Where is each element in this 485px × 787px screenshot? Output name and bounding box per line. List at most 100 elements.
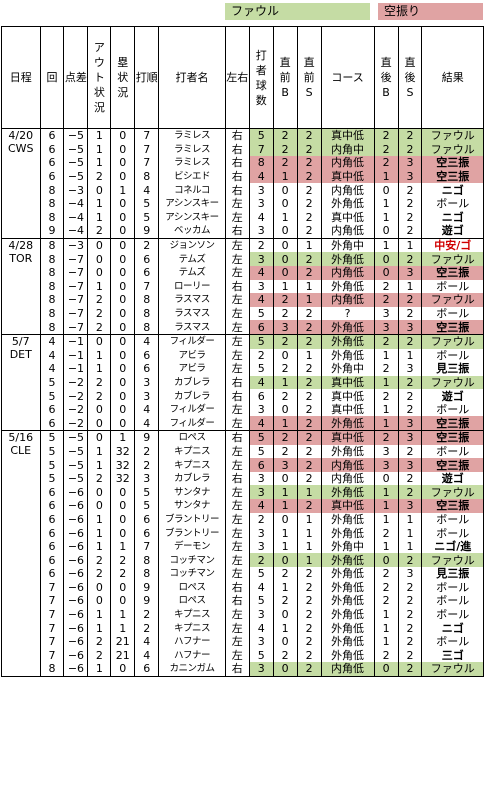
- table-row: 4/28 TOR 8 −3 0 0 2 ジョンソン左 2 0 1 外角中 1 1 中安/ゴ: [1, 237, 484, 335]
- cell-点差: −3: [63, 237, 89, 253]
- cell-直後S: 3: [397, 416, 423, 432]
- cell-コース: 真中低: [320, 210, 375, 225]
- cell-回: 8: [39, 237, 65, 253]
- cell-直後S: 2: [397, 621, 423, 635]
- cell-回: 6: [39, 567, 65, 581]
- cell-直後S: 3: [397, 430, 423, 445]
- cell-結果: ボール: [421, 634, 484, 649]
- cell-点差: −6: [63, 485, 89, 500]
- cell-塁状況: 32: [110, 444, 136, 459]
- cell-打順: 7: [134, 156, 160, 170]
- game-team: DET: [9, 347, 32, 361]
- header-13: 直後S: [397, 26, 423, 129]
- cell-アウト状況: 2: [87, 471, 112, 486]
- cell-直後B: 2: [373, 567, 399, 581]
- cell-直後S: 1: [397, 237, 423, 253]
- cell-直前S: 2: [296, 169, 322, 184]
- table-row: 4 −1 1 0 6 アビラ左 5 2 2 外角中 2 3 見三振: [2, 362, 484, 376]
- cell-打者球数: 3: [248, 183, 274, 197]
- cell-打者名: カブレラ: [158, 471, 226, 486]
- cell-打者球数: 4: [248, 621, 274, 635]
- cell-直前B: 0: [272, 402, 298, 417]
- cell-直後B: 1: [373, 375, 399, 390]
- game-team: CLE: [10, 444, 32, 458]
- cell-コース: 外角低: [320, 348, 375, 363]
- cell-打順: 6: [134, 348, 160, 363]
- cell-打者名: ラミレス: [158, 127, 226, 143]
- cell-打者名: キプニス: [158, 444, 226, 459]
- cell-直前B: 2: [272, 444, 298, 459]
- cell-打順: 3: [134, 389, 160, 403]
- cell-直前B: 1: [272, 539, 298, 554]
- cell-直後S: 2: [397, 444, 423, 459]
- cell-コース: 外角低: [320, 333, 375, 349]
- cell-左右: 左: [224, 458, 250, 472]
- cell-打順: 4: [134, 333, 160, 349]
- cell-打順: 6: [134, 265, 160, 280]
- cell-直後S: 2: [397, 375, 423, 390]
- cell-打者名: キプニス: [158, 607, 226, 622]
- cell-アウト状況: 1: [87, 279, 112, 294]
- cell-直前B: 0: [272, 553, 298, 567]
- cell-直前S: 2: [296, 444, 322, 459]
- cell-左右: 左: [224, 333, 250, 349]
- table-row: 4 −1 1 0 6 アビラ左 2 0 1 外角低 1 1 ボール: [2, 348, 484, 363]
- cell-打者名: ラスマス: [158, 293, 226, 307]
- cell-結果: ニゴ: [421, 621, 484, 635]
- cell-左右: 右: [224, 169, 250, 184]
- cell-直前S: 2: [296, 252, 322, 266]
- cell-直前S: 1: [296, 539, 322, 554]
- cell-打者球数: 6: [248, 389, 274, 403]
- game-date-text: 4/28: [8, 238, 34, 252]
- cell-左右: 左: [224, 252, 250, 266]
- table-row: 9 −4 2 0 9 ベッカム右 3 0 2 内角低 0 2 遊ゴ: [2, 224, 484, 239]
- cell-打者球数: 4: [248, 416, 274, 432]
- cell-直前B: 2: [272, 567, 298, 581]
- cell-打順: 2: [134, 237, 160, 253]
- cell-点差: −6: [63, 634, 89, 649]
- cell-打者球数: 3: [248, 662, 274, 677]
- cell-塁状況: 0: [110, 375, 136, 390]
- cell-直後B: 2: [373, 156, 399, 170]
- cell-結果: ボール: [421, 594, 484, 608]
- cell-打順: 9: [134, 224, 160, 239]
- cell-回: 8: [39, 293, 65, 307]
- cell-塁状況: 0: [110, 499, 136, 513]
- cell-左右: 左: [224, 402, 250, 417]
- cell-左右: 右: [224, 156, 250, 170]
- cell-直後B: 2: [373, 594, 399, 608]
- cell-打者名: ラミレス: [158, 142, 226, 157]
- cell-打順: 8: [134, 293, 160, 307]
- cell-コース: 真中低: [320, 169, 375, 184]
- cell-直前B: 0: [272, 662, 298, 677]
- header-0: 日程: [1, 26, 41, 129]
- cell-直前S: 2: [296, 499, 322, 513]
- cell-回: 6: [39, 142, 65, 157]
- cell-直前B: 1: [272, 580, 298, 595]
- cell-コース: 真中低: [320, 127, 375, 143]
- table-row: 5 −5 1 32 2 キプニス左 6 3 2 内角低 3 3 空三振: [2, 458, 484, 472]
- cell-直前S: 1: [296, 237, 322, 253]
- cell-直前B: 0: [272, 252, 298, 266]
- cell-直後S: 2: [397, 389, 423, 403]
- cell-回: 6: [39, 499, 65, 513]
- cell-直前B: 2: [272, 362, 298, 376]
- cell-塁状況: 1: [110, 183, 136, 197]
- cell-アウト状況: 2: [87, 389, 112, 403]
- cell-回: 8: [39, 279, 65, 294]
- cell-結果: ボール: [421, 196, 484, 211]
- table-row: 8 −7 2 0 8 ラスマス左 6 3 2 外角低 3 3 空三振: [2, 320, 484, 335]
- cell-左右: 左: [224, 607, 250, 622]
- header-11: コース: [320, 26, 375, 129]
- cell-塁状況: 0: [110, 196, 136, 211]
- cell-コース: 内角低: [320, 224, 375, 239]
- cell-回: 4: [39, 348, 65, 363]
- cell-塁状況: 0: [110, 156, 136, 170]
- cell-直前B: 1: [272, 375, 298, 390]
- cell-直後B: 2: [373, 142, 399, 157]
- cell-打順: 3: [134, 375, 160, 390]
- cell-直前B: 3: [272, 458, 298, 472]
- cell-打者名: フィルダー: [158, 402, 226, 417]
- cell-コース: 外角低: [320, 553, 375, 567]
- cell-直後B: 2: [373, 293, 399, 307]
